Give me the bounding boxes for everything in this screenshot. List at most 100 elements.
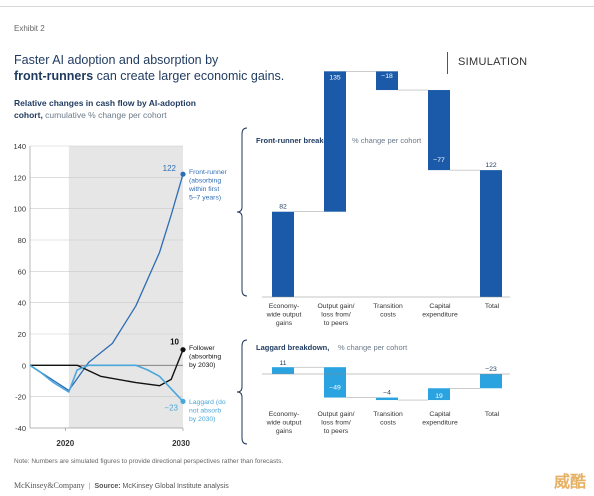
waterfall-bar: [480, 374, 502, 389]
waterfall-bar: [376, 71, 398, 91]
waterfall-bar: [272, 211, 294, 297]
subtitle-bold2: cohort,: [14, 110, 43, 120]
series-line-follower: [30, 349, 184, 387]
category-label: Capital: [429, 411, 451, 418]
category-label: gains: [276, 428, 293, 435]
category-label: loss from/: [321, 420, 351, 427]
panel-title: Front-runner breakdown,: [256, 136, 345, 145]
bar-value-label: 19: [435, 393, 443, 400]
headline-line1: Faster AI adoption and absorption by: [14, 53, 219, 67]
source-label: Source:: [94, 483, 121, 490]
waterfall-bar: [428, 388, 450, 401]
bar-value-label: −77: [433, 157, 445, 164]
waterfall-bar: [480, 170, 502, 297]
y-tick-label: -20: [15, 393, 26, 402]
y-tick-label: 40: [18, 299, 26, 308]
bar-value-label: 82: [279, 204, 287, 211]
headline: Faster AI adoption and absorption by fro…: [14, 52, 434, 84]
category-label: expenditure: [422, 312, 458, 319]
chart-subtitle: Relative changes in cash flow by AI-adop…: [14, 97, 274, 121]
category-label: Economy-: [269, 303, 300, 310]
watermark: 威酷: [553, 474, 586, 491]
footer-separator: |: [88, 483, 91, 490]
y-tick-label: 20: [18, 330, 26, 339]
top-rule: [0, 6, 594, 7]
footer: McKinsey&Company | Source: McKinsey Global…: [14, 481, 229, 490]
waterfall-bar: [376, 397, 398, 401]
footnote: Note: Numbers are simulated figures to p…: [14, 458, 284, 465]
subtitle-bold1: Relative changes in cash flow by AI-adop…: [14, 98, 196, 108]
brace-front-runner: [236, 127, 248, 297]
category-label: expenditure: [422, 420, 458, 427]
category-label: Economy-: [269, 411, 300, 418]
series-label: Follower: [189, 345, 215, 352]
category-label: Transition: [373, 303, 403, 310]
series-end-label: 10: [170, 338, 179, 347]
bar-value-label: −18: [381, 73, 393, 80]
bar-value-label: −49: [329, 385, 341, 392]
source-text: McKinsey Global Institute analysis: [122, 483, 229, 490]
waterfall-bar: [324, 367, 346, 398]
y-tick-label: 140: [13, 142, 26, 151]
x-tick-label: 2030: [172, 439, 190, 448]
series-label: Laggard (do: [189, 399, 226, 406]
series-label: Front-runner: [189, 169, 228, 176]
y-tick-label: 80: [18, 236, 26, 245]
y-tick-label: 60: [18, 267, 26, 276]
bar-value-label: −23: [485, 366, 497, 373]
series-line-frontrunner: [29, 174, 184, 392]
simulation-tag: SIMULATION: [447, 52, 532, 74]
y-tick-label: 100: [13, 205, 26, 214]
panel-title-light: % change per cohort: [352, 136, 422, 145]
category-label: Transition: [373, 411, 403, 418]
shaded-region: [68, 146, 183, 428]
series-label: by 2030): [189, 362, 215, 369]
bar-value-label: 11: [279, 360, 286, 367]
waterfall-bar: [272, 367, 294, 374]
y-tick-label: 0: [22, 361, 26, 370]
subtitle-light: cumulative % change per cohort: [42, 110, 167, 120]
waterfall-bar: [428, 90, 450, 171]
category-label: Capital: [429, 303, 451, 310]
series-end-marker: [180, 171, 186, 177]
panel-title: Laggard breakdown,: [256, 343, 329, 352]
series-end-label: 122: [163, 164, 177, 173]
category-label: Output gain/: [317, 303, 354, 310]
bar-value-label: −4: [383, 390, 391, 397]
category-label: loss from/: [321, 312, 351, 319]
series-end-label: −23: [164, 403, 178, 412]
series-label: within first: [188, 186, 219, 193]
category-label: to peers: [324, 320, 349, 327]
category-label: costs: [380, 312, 396, 319]
brand-logo: McKinsey&Company: [14, 481, 85, 490]
brace-laggard: [236, 339, 248, 445]
y-tick-label: -40: [15, 424, 26, 433]
headline-rest: can create larger economic gains.: [93, 69, 285, 83]
series-label: (absorbing: [189, 178, 221, 185]
category-label: Output gain/: [317, 411, 354, 418]
headline-bold: front-runners: [14, 69, 94, 83]
category-label: wide output: [266, 312, 302, 319]
y-tick-label: 120: [13, 173, 26, 182]
category-label: costs: [380, 420, 396, 427]
series-end-marker: [180, 398, 186, 404]
series-line-laggard: [29, 364, 184, 402]
series-label: not absorb: [189, 408, 221, 415]
exhibit-label: Exhibit 2: [14, 24, 45, 33]
category-label: Total: [485, 303, 500, 310]
waterfall-bar: [324, 71, 346, 212]
simulation-label: SIMULATION: [458, 56, 528, 68]
series-label: (absorbing: [189, 354, 221, 361]
bar-value-label: 122: [485, 162, 497, 169]
series-label: by 2030): [189, 416, 215, 423]
category-label: to peers: [324, 428, 349, 435]
category-label: gains: [276, 320, 293, 327]
series-end-marker: [180, 347, 186, 353]
category-label: Total: [485, 411, 500, 418]
panel-title-light: % change per cohort: [338, 343, 408, 352]
category-label: wide output: [266, 420, 302, 427]
series-label: 5–7 years): [189, 195, 221, 202]
bar-value-label: 135: [329, 74, 341, 81]
